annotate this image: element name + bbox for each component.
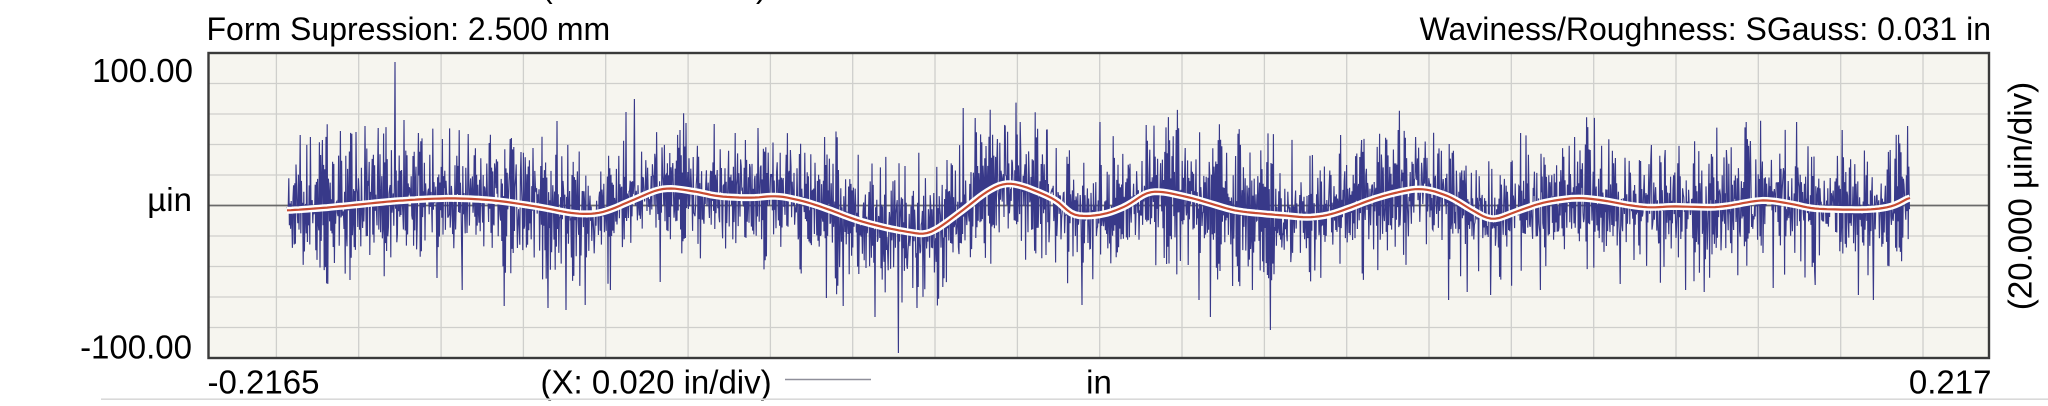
svg-text:Waviness/Roughness: SGauss: 0.: Waviness/Roughness: SGauss: 0.031 in [1419,11,1991,47]
svg-text:Form Supression: 2.500 mm: Form Supression: 2.500 mm [207,11,611,47]
svg-text:): ) [756,0,767,5]
svg-text:0.217: 0.217 [1909,364,1992,401]
svg-text:-0.2165: -0.2165 [208,364,320,401]
svg-text:(: ( [542,0,553,5]
svg-text:100.00: 100.00 [92,52,193,89]
svg-text:in: in [1086,364,1112,401]
svg-text:(20.000 µin/div): (20.000 µin/div) [2002,82,2039,310]
svg-text:-100.00: -100.00 [80,329,192,366]
svg-text:(X: 0.020 in/div): (X: 0.020 in/div) [541,364,772,401]
svg-text:µin: µin [147,181,192,218]
